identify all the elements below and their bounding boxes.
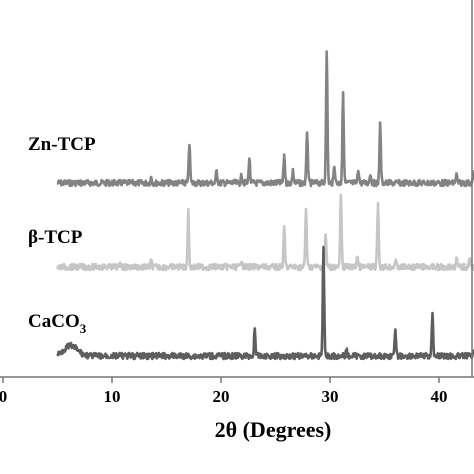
x-axis-title: 2θ (Degrees) — [215, 417, 332, 442]
x-tick-label-40: 40 — [431, 387, 448, 406]
x-tick-label-20: 20 — [213, 387, 230, 406]
series-line-zn-tcp — [56, 50, 474, 188]
x-tick-label-30: 30 — [322, 387, 339, 406]
x-tick-label-10: 10 — [104, 387, 121, 406]
series-line-caco — [56, 245, 474, 361]
series-line-tcp — [56, 193, 474, 272]
x-tick-label-0: 0 — [0, 387, 7, 406]
series-label-caco: CaCO3 — [28, 311, 87, 336]
series-layer — [56, 50, 474, 361]
series-label-zn-tcp: Zn-TCP — [28, 134, 96, 155]
series-label-layer: Zn-TCP β-TCP CaCO3 — [28, 134, 96, 336]
series-label-tcp: β-TCP — [28, 227, 83, 248]
x-tick-layer: 0 10 20 30 40 — [0, 377, 448, 406]
